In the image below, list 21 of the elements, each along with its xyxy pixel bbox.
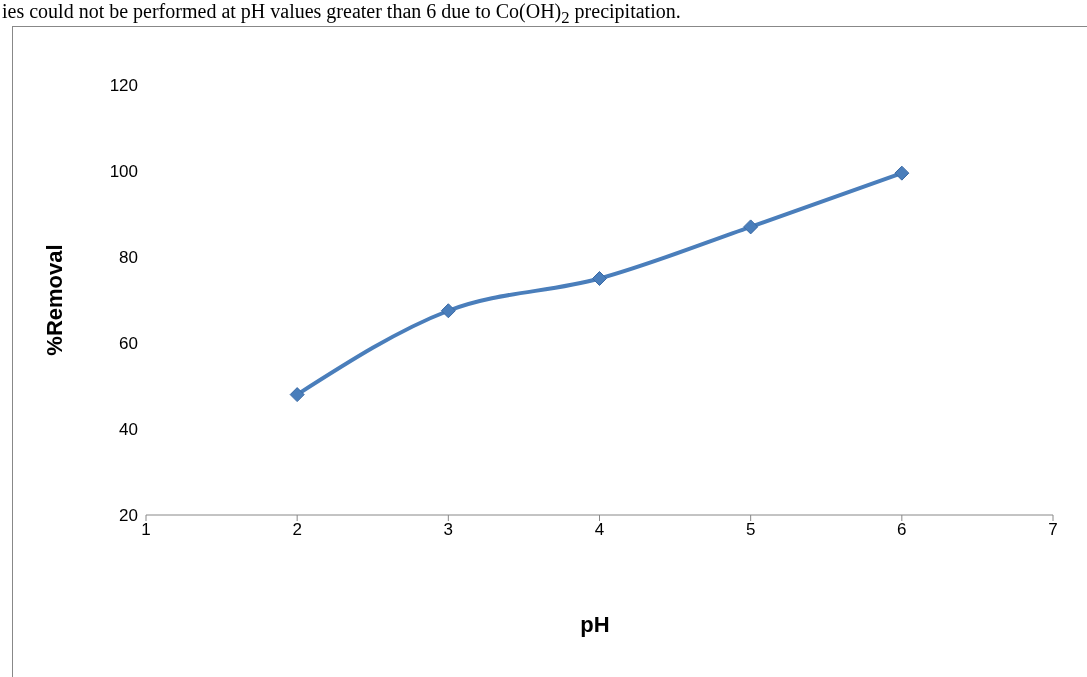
point (289, 387, 305, 403)
y-tick-label: 60 (119, 334, 138, 354)
x-tick-label: 2 (292, 520, 302, 540)
point (894, 165, 910, 181)
y-tick-label: 20 (119, 506, 138, 526)
x-tick-label: 6 (897, 520, 907, 540)
point (592, 271, 607, 286)
y-axis-title: %Removal (42, 244, 68, 356)
y-tick-label: 100 (109, 162, 138, 182)
y-tick-label: 40 (119, 420, 138, 440)
y-tick-label: 80 (119, 248, 138, 268)
x-axis-title: pH (579, 612, 611, 638)
x-tick-label: 3 (443, 520, 454, 540)
point (743, 219, 759, 235)
x-tick-label: 5 (745, 520, 756, 540)
text: ies could not be performed at pH values greater than 6 due to Co(OH)$_{2}$ precipitation. (2, 0, 681, 29)
y-tick-label: 120 (109, 76, 138, 96)
x-tick-label: 7 (1048, 520, 1058, 540)
x-tick-label: 4 (594, 520, 605, 540)
point (440, 303, 456, 319)
x-tick-label: 1 (141, 520, 151, 540)
